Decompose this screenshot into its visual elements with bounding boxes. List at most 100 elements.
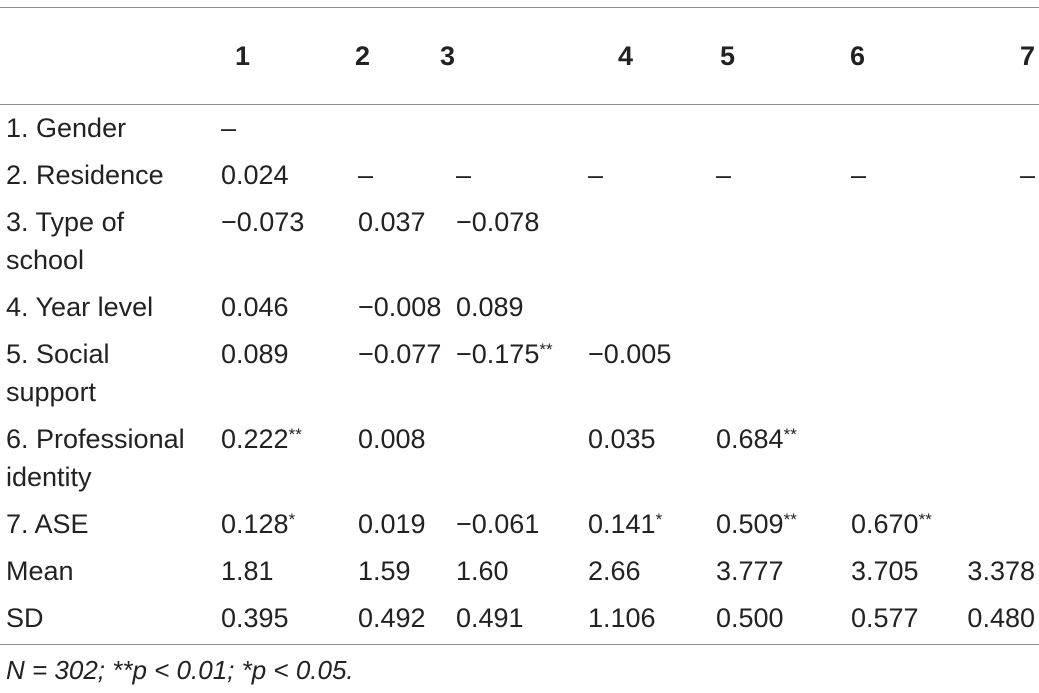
table-cell — [965, 104, 1039, 151]
table-cell: 0.141* — [588, 509, 663, 539]
table-cell: 0.019 — [358, 509, 426, 539]
table-cell: 1.81 — [221, 556, 274, 586]
table-bottom-rule — [0, 644, 1039, 645]
column-header-7: 7 — [1019, 41, 1035, 71]
significance-marker: ** — [539, 340, 553, 359]
table-cell: – — [456, 160, 472, 190]
significance-marker: ** — [918, 510, 932, 529]
table-cell — [588, 198, 710, 283]
table-cell: 0.024 — [221, 160, 289, 190]
table-cell: 2.66 — [588, 556, 641, 586]
table-row: 2. Residence 0.024 – – – – – – — [0, 151, 1039, 198]
table-cell — [710, 330, 835, 415]
table-cell: −0.073 — [221, 207, 305, 237]
table-cell: 0.684** — [716, 424, 797, 454]
table-header: 1 2 3 4 5 6 7 — [0, 8, 1039, 104]
row-label: 3. Type of school — [6, 207, 125, 275]
table-cell — [965, 283, 1039, 330]
row-label: 6. Professional identity — [6, 424, 185, 492]
table-cell: 0.008 — [358, 424, 426, 454]
table-cell: – — [588, 160, 604, 190]
table-cell — [440, 415, 588, 500]
table-cell: 0.046 — [221, 292, 289, 322]
table-cell — [440, 104, 588, 151]
table-cell: 1.106 — [588, 603, 656, 633]
table-header-rule — [0, 104, 1039, 105]
table-top-rule — [0, 7, 1039, 8]
table-row: SD 0.395 0.492 0.491 1.106 0.500 0.577 0.480 — [0, 594, 1039, 641]
table-cell: −0.005 — [588, 339, 672, 369]
table-cell — [588, 283, 710, 330]
table-cell — [710, 198, 835, 283]
column-header-2: 2 — [355, 41, 371, 71]
table-row: 1. Gender – — [0, 104, 1039, 151]
significance-marker: ** — [288, 425, 302, 444]
significance-marker: * — [288, 510, 296, 529]
significance-marker: ** — [783, 425, 797, 444]
correlation-table: 1 2 3 4 5 6 7 1. Gender – 2. Residence 0.02… — [0, 8, 1039, 641]
column-header-6: 6 — [850, 41, 866, 71]
header-row: 1 2 3 4 5 6 7 — [0, 8, 1039, 104]
table-cell: 0.491 — [456, 603, 524, 633]
table-cell — [965, 330, 1039, 415]
table-cell: 1.60 — [456, 556, 509, 586]
table-row: 5. Social support 0.089 −0.077 −0.175** −0.0… — [0, 330, 1039, 415]
table-cell: 0.500 — [716, 603, 784, 633]
table-cell: 0.577 — [851, 603, 919, 633]
row-label: 7. ASE — [6, 509, 89, 539]
table-cell: – — [716, 160, 732, 190]
column-header-label — [0, 8, 195, 104]
table-cell: 3.378 — [967, 556, 1035, 586]
column-header-3: 3 — [440, 41, 456, 71]
table-row: 4. Year level 0.046 −0.008 0.089 — [0, 283, 1039, 330]
table-cell: 0.492 — [358, 603, 426, 633]
table-row: Mean 1.81 1.59 1.60 2.66 3.777 3.705 3.378 — [0, 547, 1039, 594]
row-label: 2. Residence — [6, 160, 164, 190]
column-header-5: 5 — [720, 41, 736, 71]
table-cell: 0.222** — [221, 424, 302, 454]
table-cell: 0.509** — [716, 509, 797, 539]
table-cell: – — [1019, 160, 1035, 190]
table-cell: 0.128* — [221, 509, 296, 539]
table-cell: −0.008 — [358, 292, 442, 322]
table-cell — [835, 330, 965, 415]
table-body: 1. Gender – 2. Residence 0.024 – – – – – – 3. Type… — [0, 104, 1039, 641]
table-cell — [965, 198, 1039, 283]
table-cell: 1.59 — [358, 556, 411, 586]
table-cell: −0.175** — [456, 339, 553, 369]
table-cell: 3.705 — [851, 556, 919, 586]
row-label: Mean — [6, 556, 74, 586]
table-row: 7. ASE 0.128* 0.019 −0.061 0.141* 0.509** 0.67… — [0, 500, 1039, 547]
table-cell: −0.061 — [456, 509, 540, 539]
table-footnote: N = 302; **p < 0.01; *p < 0.05. — [6, 655, 354, 685]
table-cell — [710, 104, 835, 151]
table-cell — [965, 415, 1039, 500]
table-cell: 0.480 — [967, 603, 1035, 633]
table-cell: 0.670** — [851, 509, 932, 539]
table-cell — [835, 198, 965, 283]
table-row: 6. Professional identity 0.222** 0.008 0.03… — [0, 415, 1039, 500]
table-cell: 0.089 — [456, 292, 524, 322]
row-label: 5. Social support — [6, 339, 110, 407]
table-cell: 0.037 — [358, 207, 426, 237]
table-cell: −0.077 — [358, 339, 442, 369]
table-cell: 0.089 — [221, 339, 289, 369]
column-header-1: 1 — [235, 41, 251, 71]
row-label: 1. Gender — [6, 113, 127, 143]
significance-marker: ** — [783, 510, 797, 529]
significance-marker: * — [655, 510, 663, 529]
column-header-4: 4 — [618, 41, 634, 71]
table-cell — [330, 104, 440, 151]
table-cell: 0.395 — [221, 603, 289, 633]
table-cell — [965, 500, 1039, 547]
table-cell — [835, 415, 965, 500]
table-cell — [835, 283, 965, 330]
table-cell: – — [221, 113, 237, 143]
table-cell: – — [358, 160, 374, 190]
row-label: SD — [6, 603, 44, 633]
table-row: 3. Type of school −0.073 0.037 −0.078 — [0, 198, 1039, 283]
row-label: 4. Year level — [6, 292, 154, 322]
table-cell — [710, 283, 835, 330]
table-cell: – — [851, 160, 867, 190]
